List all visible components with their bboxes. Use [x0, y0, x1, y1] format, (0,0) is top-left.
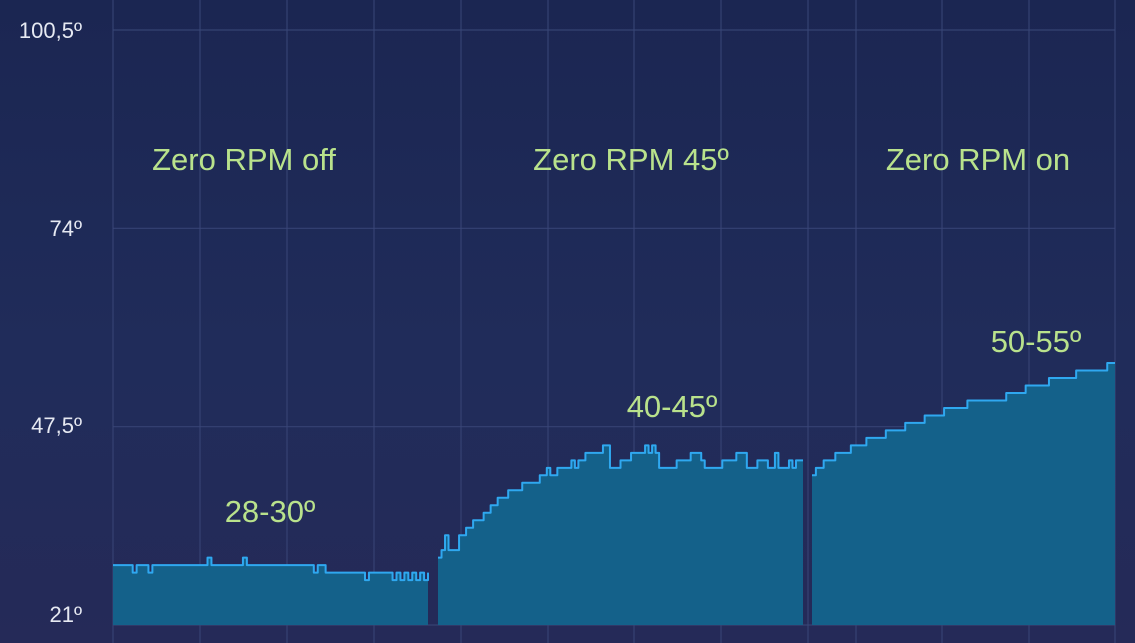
series-area-2	[438, 445, 803, 625]
series-line-3	[812, 362, 1115, 477]
section-range-label: 40-45º	[627, 389, 718, 424]
section-title: Zero RPM off	[152, 142, 336, 177]
series-area-1	[113, 557, 428, 625]
y-tick-label: 74º	[49, 216, 82, 241]
y-axis-ticks: 21º 47,5º 74º 100,5º	[19, 18, 82, 627]
section-range-label: 28-30º	[225, 494, 316, 529]
section-title: Zero RPM 45º	[533, 142, 729, 177]
y-tick-label: 21º	[49, 602, 82, 627]
y-tick-label: 47,5º	[31, 413, 82, 438]
series-line-1	[113, 556, 429, 582]
series-line-2	[438, 444, 803, 559]
y-tick-label: 100,5º	[19, 18, 82, 43]
temperature-series	[113, 362, 1115, 625]
section-labels: Zero RPM off 28-30º Zero RPM 45º 40-45º Zero…	[152, 142, 1081, 529]
series-area-3	[812, 363, 1115, 625]
section-range-label: 50-55º	[991, 324, 1082, 359]
section-title: Zero RPM on	[886, 142, 1070, 177]
